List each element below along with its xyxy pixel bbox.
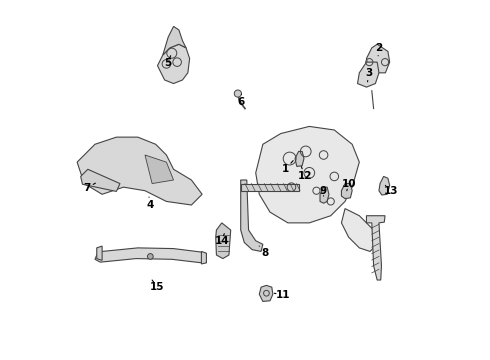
- Text: 11: 11: [274, 290, 291, 300]
- Polygon shape: [163, 26, 186, 55]
- Text: 13: 13: [384, 185, 398, 196]
- Polygon shape: [259, 285, 273, 301]
- Polygon shape: [342, 208, 377, 251]
- Polygon shape: [216, 223, 231, 258]
- Text: 3: 3: [366, 68, 373, 82]
- Polygon shape: [95, 248, 206, 263]
- Polygon shape: [295, 152, 304, 166]
- Polygon shape: [241, 180, 263, 251]
- Polygon shape: [157, 44, 190, 84]
- Text: 15: 15: [150, 280, 165, 292]
- Text: 7: 7: [83, 183, 96, 193]
- Text: 12: 12: [298, 167, 312, 181]
- Polygon shape: [201, 251, 206, 264]
- Polygon shape: [256, 126, 359, 223]
- Polygon shape: [379, 176, 390, 195]
- Polygon shape: [242, 184, 298, 191]
- Text: 5: 5: [164, 56, 171, 68]
- Polygon shape: [320, 187, 329, 203]
- Polygon shape: [77, 137, 202, 205]
- Text: 9: 9: [319, 186, 326, 196]
- Circle shape: [234, 90, 242, 97]
- Text: 6: 6: [237, 94, 245, 107]
- Text: 4: 4: [147, 197, 154, 210]
- Text: 8: 8: [259, 246, 268, 258]
- Polygon shape: [367, 216, 385, 280]
- Polygon shape: [145, 155, 173, 184]
- Polygon shape: [97, 246, 102, 260]
- Polygon shape: [358, 62, 379, 87]
- Circle shape: [147, 253, 153, 259]
- Text: 1: 1: [282, 161, 293, 174]
- Polygon shape: [367, 44, 390, 73]
- Text: 2: 2: [375, 43, 383, 56]
- Polygon shape: [81, 169, 120, 192]
- Text: 14: 14: [215, 234, 229, 246]
- Text: 10: 10: [342, 179, 356, 191]
- Polygon shape: [342, 184, 352, 199]
